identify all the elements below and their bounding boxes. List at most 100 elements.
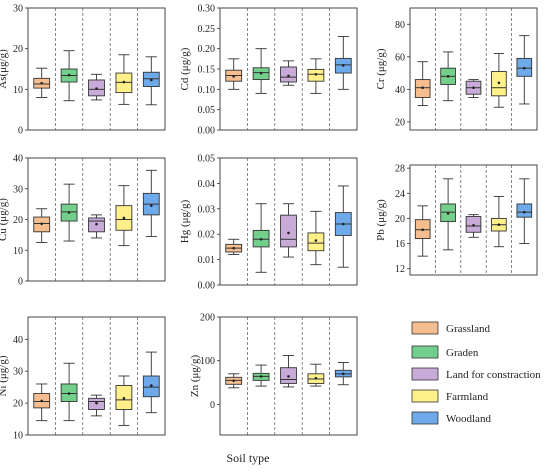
box-mean bbox=[95, 401, 98, 405]
box-3 bbox=[88, 214, 105, 239]
box-3 bbox=[465, 79, 482, 98]
panel-cr: 20 40 60 80 Cr (μg/g) bbox=[375, 7, 538, 131]
box-2 bbox=[440, 178, 456, 251]
box-1 bbox=[414, 61, 431, 107]
box-mean bbox=[523, 210, 526, 214]
y-tick-label: 20 bbox=[13, 44, 23, 55]
box-mean bbox=[40, 222, 43, 226]
plot-frame bbox=[219, 157, 358, 286]
y-tick-label: 24 bbox=[395, 189, 405, 200]
box-4 bbox=[115, 375, 133, 426]
box-mean bbox=[150, 384, 153, 387]
y-tick-label: 100 bbox=[200, 356, 215, 367]
box-5 bbox=[142, 56, 160, 106]
legend-label-grassland: Grassland bbox=[446, 323, 490, 335]
y-tick-label: 0 bbox=[18, 277, 23, 288]
panel-cd: 0.00 0.05 0.10 0.15 0.20 0.25 0.30 Cd (μg/g) bbox=[179, 4, 358, 137]
box-mean bbox=[67, 392, 71, 395]
box-mean bbox=[232, 75, 235, 78]
y-tick-label: 10 bbox=[13, 246, 23, 257]
box-mean bbox=[342, 222, 345, 226]
box-mean bbox=[232, 379, 235, 383]
box-2 bbox=[252, 364, 270, 387]
x-axis-label: Soil type bbox=[226, 451, 269, 465]
box-5 bbox=[334, 185, 352, 268]
plot-frame bbox=[409, 7, 538, 131]
box-1 bbox=[414, 205, 431, 257]
box-2 bbox=[440, 51, 456, 102]
y-tick-label: 0.03 bbox=[198, 204, 216, 215]
box-mean bbox=[446, 212, 450, 215]
box-5 bbox=[516, 178, 533, 245]
box-5 bbox=[142, 351, 160, 414]
box-mean bbox=[497, 223, 501, 227]
plot-frame bbox=[219, 316, 358, 436]
legend-label-woodland: Woodland bbox=[446, 413, 491, 425]
box-mean bbox=[122, 80, 126, 84]
y-tick-label: 40 bbox=[395, 85, 405, 96]
box-mean bbox=[287, 74, 290, 78]
panel-as: 0 10 20 30 As(μg/g) bbox=[0, 4, 166, 137]
y-tick-label: 20 bbox=[395, 117, 405, 128]
box-mean bbox=[40, 81, 43, 85]
box-mean bbox=[421, 86, 425, 90]
box-mean bbox=[342, 64, 345, 67]
box-mean bbox=[40, 399, 43, 403]
box-iqr bbox=[516, 203, 533, 218]
box-mean bbox=[259, 375, 263, 378]
box-mean bbox=[342, 372, 345, 376]
y-tick-label: 200 bbox=[200, 313, 215, 324]
box-mean bbox=[232, 246, 235, 250]
box-4 bbox=[115, 185, 133, 247]
box-iqr bbox=[280, 214, 297, 248]
plot-frame bbox=[27, 7, 166, 131]
box-mean bbox=[150, 204, 153, 207]
box-3 bbox=[88, 394, 105, 417]
legend-label-farmland: Farmland bbox=[446, 391, 489, 403]
y-axis-label: Hg (μg/g) bbox=[179, 199, 191, 243]
legend-swatch-land bbox=[411, 367, 439, 381]
box-4 bbox=[115, 54, 133, 105]
box-mean bbox=[472, 86, 475, 90]
box-mean bbox=[259, 71, 263, 75]
box-4 bbox=[491, 195, 507, 248]
y-axis-label: As(μg/g) bbox=[0, 49, 9, 89]
box-1 bbox=[33, 67, 51, 98]
box-1 bbox=[225, 58, 243, 90]
box-3 bbox=[280, 60, 297, 86]
y-axis-label: Cd (μg/g) bbox=[179, 47, 191, 90]
box-mean bbox=[287, 375, 290, 378]
y-tick-label: 20 bbox=[395, 214, 405, 225]
box-5 bbox=[334, 362, 352, 386]
y-tick-label: 0.10 bbox=[198, 85, 216, 96]
y-tick-label: 28 bbox=[395, 164, 405, 175]
box-mean bbox=[67, 211, 71, 214]
box-5 bbox=[142, 169, 160, 237]
box-4 bbox=[307, 58, 325, 94]
box-2 bbox=[60, 50, 78, 102]
box-5 bbox=[334, 36, 352, 90]
box-2 bbox=[252, 48, 270, 94]
legend-label-graden: Graden bbox=[446, 347, 479, 359]
box-mean bbox=[122, 397, 126, 400]
box-mean bbox=[95, 87, 98, 90]
y-tick-label: 0 bbox=[18, 126, 23, 137]
box-mean bbox=[314, 239, 318, 242]
legend-swatch-farmland bbox=[411, 389, 439, 403]
box-mean bbox=[314, 72, 318, 76]
legend-item-woodland: Woodland bbox=[411, 411, 491, 425]
legend-item-land: Land for constraction bbox=[411, 367, 541, 381]
box-3 bbox=[88, 73, 105, 101]
y-tick-label: 20 bbox=[13, 215, 23, 226]
box-mean bbox=[446, 75, 450, 78]
panel-hg: 0.00 0.01 0.02 0.03 0.04 0.05 Hg (μg/g) bbox=[179, 154, 358, 292]
legend-swatch-graden bbox=[411, 345, 439, 359]
panel-zn: 0 100 200 Zn (μg/g) bbox=[189, 313, 358, 436]
box-1 bbox=[225, 238, 243, 255]
box-3 bbox=[280, 355, 297, 388]
y-tick-label: 12 bbox=[395, 264, 405, 275]
plot-frame bbox=[409, 164, 538, 276]
legend-swatch-grassland bbox=[411, 321, 439, 335]
y-tick-label: 0.02 bbox=[198, 230, 216, 241]
